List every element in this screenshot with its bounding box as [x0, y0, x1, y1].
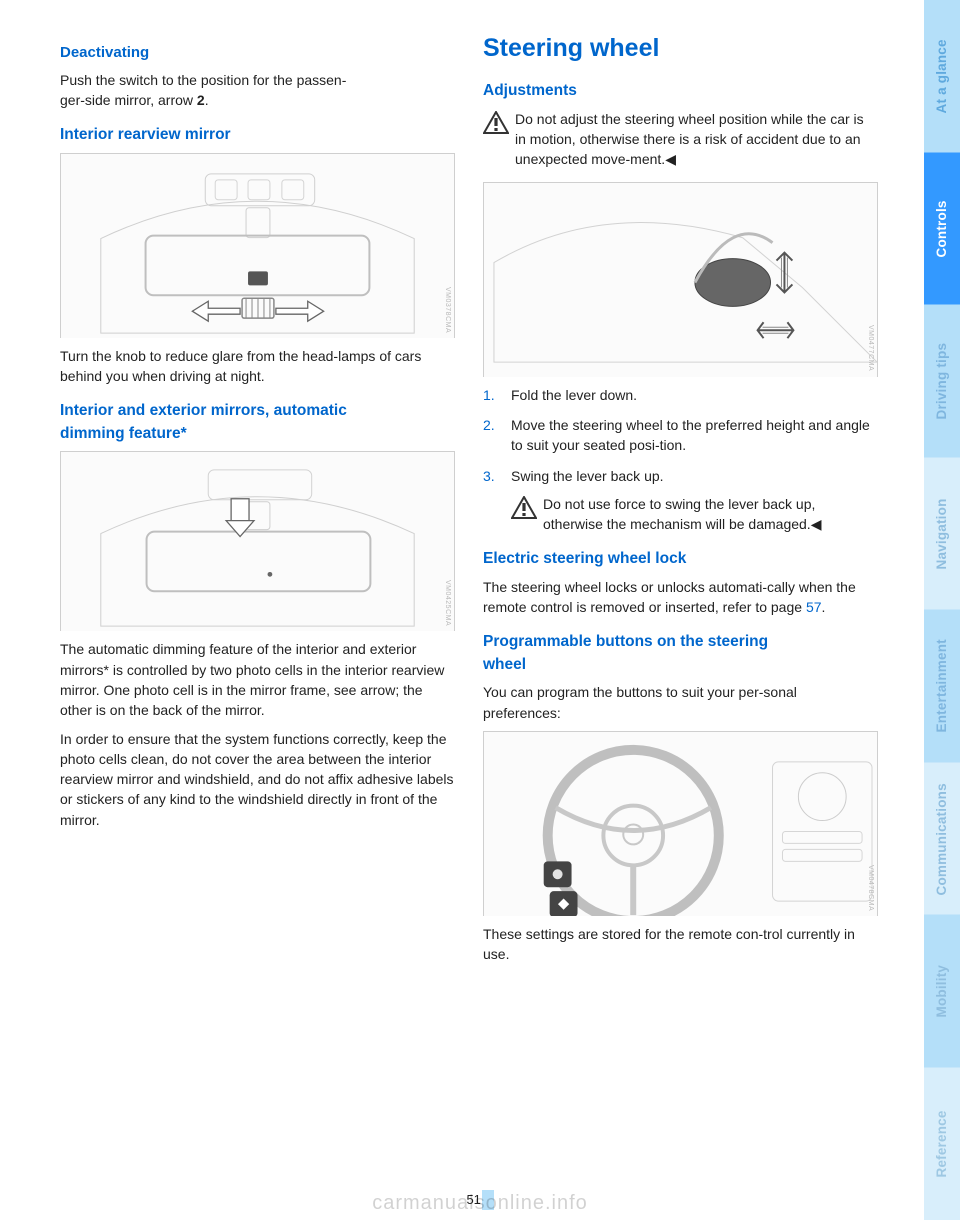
side-tabs: At a glanceControlsDriving tipsNavigatio… [924, 0, 960, 1220]
tab-mobility[interactable]: Mobility [924, 915, 960, 1068]
heading-deactivating: Deactivating [60, 42, 455, 64]
page-number-marker [482, 1190, 494, 1210]
text-fragment: wheel [483, 656, 526, 673]
warning-block: Do not adjust the steering wheel positio… [483, 109, 878, 178]
left-column: Deactivating Push the switch to the posi… [60, 30, 455, 1210]
text-programmable: You can program the buttons to suit your… [483, 682, 878, 723]
figure-code: VM0425CMA [442, 580, 452, 626]
heading-electric-lock: Electric steering wheel lock [483, 548, 878, 570]
right-column: Steering wheel Adjustments Do not adjust… [483, 30, 878, 1210]
text-fragment: dimming feature* [60, 425, 187, 442]
warning-icon [483, 111, 509, 134]
warning-text: Do not use force to swing the lever back… [543, 494, 878, 535]
steering-adjust-illustration [484, 183, 877, 377]
content-area: Deactivating Push the switch to the posi… [0, 0, 924, 1220]
text-interior-mirror: Turn the knob to reduce glare from the h… [60, 346, 455, 387]
text-deactivating: Push the switch to the position for the … [60, 70, 455, 111]
heading-programmable: Programmable buttons on the steering whe… [483, 631, 878, 676]
step-text: Swing the lever back up. [511, 466, 878, 486]
text-fragment: Programmable buttons on the steering [483, 633, 768, 650]
figure-steering-adjust: VM0477CMA [483, 182, 878, 377]
figure-steering-buttons: VM0478CMA [483, 731, 878, 916]
warning-text: Do not adjust the steering wheel positio… [515, 109, 878, 170]
tab-entertainment[interactable]: Entertainment [924, 610, 960, 763]
heading-adjustments: Adjustments [483, 80, 878, 102]
figure-code: VM0477CMA [865, 325, 875, 371]
tab-communications[interactable]: Communications [924, 763, 960, 916]
step-number: 1. [483, 385, 501, 405]
text-autodim-1: The automatic dimming feature of the int… [60, 639, 455, 720]
steering-buttons-illustration [484, 732, 877, 916]
mirror-illustration [61, 154, 454, 338]
text-fragment: . [822, 599, 826, 615]
text-stored: These settings are stored for the remote… [483, 924, 878, 965]
figure-autodim-mirror: VM0425CMA [60, 451, 455, 631]
step-body: Swing the lever back up. Do not use forc… [511, 466, 878, 535]
figure-interior-mirror: VM0378CMA [60, 153, 455, 338]
text-fragment: The steering wheel locks or unlocks auto… [483, 579, 856, 615]
list-item: 1. Fold the lever down. [483, 385, 878, 405]
figure-code: VM0378CMA [442, 287, 452, 333]
page-number: 51 [0, 1190, 960, 1210]
figure-code: VM0478CMA [865, 865, 875, 911]
step-text: Fold the lever down. [511, 385, 637, 405]
step-number: 2. [483, 415, 501, 456]
tab-at-a-glance[interactable]: At a glance [924, 0, 960, 153]
heading-steering-wheel: Steering wheel [483, 30, 878, 66]
text-fragment: Push the switch to the position for the … [60, 72, 346, 88]
text-fragment: Interior and exterior mirrors, automatic [60, 402, 347, 419]
warning-block: Do not use force to swing the lever back… [511, 494, 878, 535]
step-number: 3. [483, 466, 501, 535]
list-item: 2.Move the steering wheel to the preferr… [483, 415, 878, 456]
page: Deactivating Push the switch to the posi… [0, 0, 960, 1220]
arrow-number: 2 [197, 92, 205, 108]
text-fragment: ger-side mirror, arrow [60, 92, 197, 108]
step-text: Move the steering wheel to the preferred… [511, 415, 878, 456]
warning-icon [511, 496, 537, 519]
heading-autodim: Interior and exterior mirrors, automatic… [60, 400, 455, 445]
page-number-value: 51 [466, 1192, 480, 1207]
text-fragment: . [205, 92, 209, 108]
text-electric-lock: The steering wheel locks or unlocks auto… [483, 577, 878, 618]
autodim-illustration [61, 452, 454, 631]
page-reference[interactable]: 57 [806, 599, 822, 615]
text-autodim-2: In order to ensure that the system funct… [60, 729, 455, 830]
list-item: 3. Swing the lever back up. Do not use f… [483, 466, 878, 535]
tab-driving-tips[interactable]: Driving tips [924, 305, 960, 458]
tab-navigation[interactable]: Navigation [924, 458, 960, 611]
tab-controls[interactable]: Controls [924, 153, 960, 306]
steps-list: 1. Fold the lever down. 2.Move the steeri… [483, 385, 878, 535]
heading-interior-mirror: Interior rearview mirror [60, 124, 455, 146]
